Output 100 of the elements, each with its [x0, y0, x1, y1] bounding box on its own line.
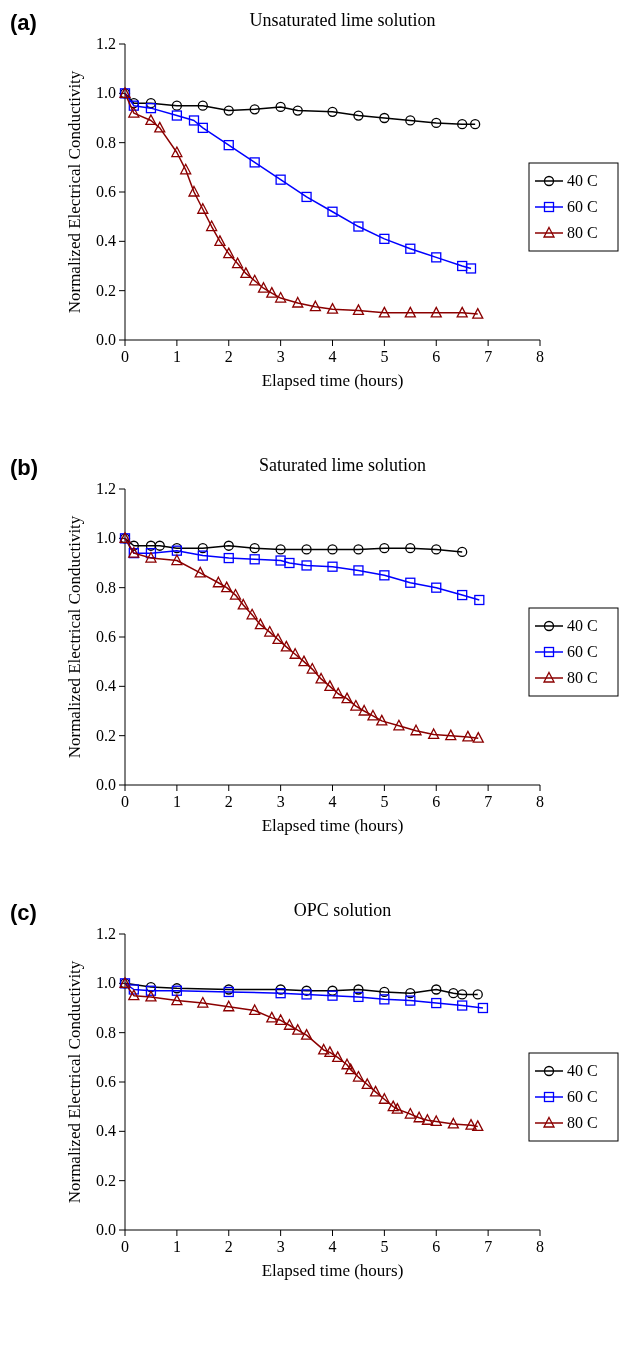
- point: [309, 300, 322, 312]
- point: [301, 560, 312, 571]
- x-tick-label: 2: [224, 348, 233, 365]
- point: [246, 608, 258, 620]
- point: [145, 540, 157, 551]
- point: [145, 98, 157, 109]
- x-tick-label: 4: [328, 1238, 337, 1255]
- point: [197, 122, 208, 134]
- point: [353, 565, 364, 576]
- y-tick-label: 0.0: [96, 1221, 116, 1238]
- point: [298, 655, 310, 667]
- point: [275, 101, 286, 113]
- chart-title: OPC solution: [293, 900, 392, 920]
- point: [353, 984, 364, 995]
- point: [393, 719, 405, 731]
- x-axis-title: Elapsed time (hours): [261, 371, 404, 390]
- point: [405, 988, 416, 999]
- x-tick-label: 2: [224, 1238, 233, 1255]
- point: [171, 146, 183, 158]
- y-axis-title: Normalized Electrical Conductivity: [65, 70, 84, 314]
- point: [301, 985, 312, 996]
- point: [428, 728, 440, 740]
- y-tick-label: 0.2: [96, 281, 116, 299]
- x-axis-title: Elapsed time (hours): [261, 1261, 404, 1280]
- point: [275, 555, 286, 566]
- x-tick-label: 5: [380, 1238, 389, 1255]
- point: [197, 100, 208, 111]
- point: [128, 984, 139, 995]
- point: [145, 114, 157, 126]
- point: [430, 306, 442, 318]
- y-tick-label: 0.4: [96, 1122, 116, 1140]
- point: [154, 121, 166, 133]
- point: [145, 990, 157, 1002]
- point: [327, 544, 338, 555]
- legend-label: 40 C: [567, 617, 598, 634]
- chart-title: Saturated lime solution: [259, 455, 426, 475]
- point: [465, 263, 477, 274]
- x-tick-label: 4: [328, 793, 337, 810]
- y-axis-title: Normalized Electrical Conductivity: [65, 515, 84, 759]
- point: [379, 233, 390, 245]
- point: [472, 731, 484, 743]
- point: [405, 115, 416, 126]
- point: [457, 546, 468, 558]
- point: [197, 203, 209, 214]
- x-tick-label: 8: [536, 793, 544, 810]
- point: [249, 554, 260, 565]
- x-axis-title: Elapsed time (hours): [261, 816, 404, 835]
- x-tick-label: 1: [172, 1238, 181, 1255]
- point: [266, 286, 278, 298]
- x-tick-label: 0: [121, 348, 129, 365]
- x-tick-label: 4: [328, 348, 337, 365]
- legend-label: 60 C: [567, 1088, 598, 1105]
- point: [376, 714, 388, 726]
- y-tick-label: 1.0: [96, 529, 116, 547]
- point: [350, 699, 362, 711]
- point: [231, 257, 244, 269]
- point: [145, 981, 157, 993]
- x-tick-label: 8: [536, 348, 544, 365]
- point: [404, 306, 416, 318]
- point: [465, 1119, 477, 1130]
- legend-label: 80 C: [567, 669, 598, 686]
- point: [249, 157, 260, 168]
- point: [379, 543, 390, 554]
- y-tick-label: 0.0: [96, 331, 116, 348]
- point: [266, 1011, 278, 1023]
- point: [332, 687, 344, 699]
- point: [327, 106, 338, 117]
- chart-title: Unsaturated lime solution: [249, 10, 436, 30]
- point: [391, 1102, 403, 1114]
- point: [223, 540, 234, 551]
- point: [379, 570, 390, 581]
- point: [405, 243, 416, 254]
- point: [194, 566, 206, 578]
- point: [237, 598, 249, 610]
- x-tick-label: 7: [484, 793, 493, 810]
- point: [457, 589, 468, 601]
- point: [264, 625, 276, 637]
- point: [378, 1093, 391, 1104]
- point: [421, 1114, 434, 1125]
- point: [431, 582, 442, 593]
- point: [280, 640, 292, 652]
- point: [272, 633, 284, 645]
- point: [472, 307, 484, 319]
- x-tick-label: 3: [276, 793, 285, 810]
- point: [472, 989, 483, 1000]
- x-tick-label: 0: [121, 793, 129, 810]
- y-tick-label: 0.8: [96, 578, 116, 596]
- point: [275, 544, 286, 555]
- x-tick-label: 5: [380, 793, 389, 810]
- point: [353, 544, 364, 555]
- point: [223, 552, 234, 564]
- y-tick-label: 0.6: [96, 183, 116, 200]
- point: [283, 1019, 296, 1030]
- point: [223, 247, 235, 259]
- point: [431, 997, 442, 1009]
- point: [327, 206, 338, 217]
- point: [300, 1028, 313, 1040]
- point: [301, 191, 312, 203]
- point: [474, 594, 485, 606]
- point: [353, 110, 364, 121]
